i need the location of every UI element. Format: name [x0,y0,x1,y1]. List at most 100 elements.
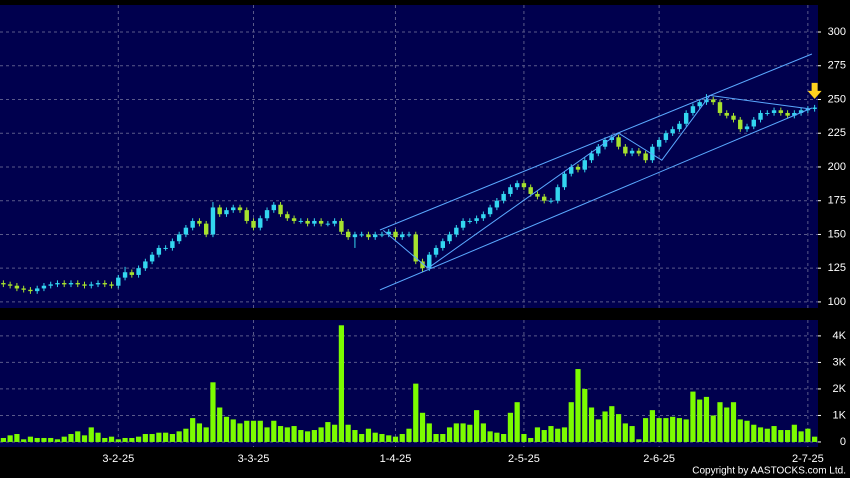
candle-body [792,112,797,116]
volume-bar [61,436,67,442]
volume-bar [0,437,6,442]
volume-bar [210,382,216,442]
volume-bar [643,418,649,442]
candle-body [278,204,283,215]
candle-body [366,234,371,238]
candle-body [190,220,195,228]
volume-bar [81,435,88,442]
candle-body [406,234,412,236]
volume-bar [514,402,520,442]
candle-body [21,288,26,290]
volume-bar [588,407,595,442]
candle-body [1,283,6,285]
volume-bar [460,423,466,442]
volume-bar [683,419,689,442]
candle-body [690,106,696,113]
candle-body [386,231,391,235]
volume-bar [622,423,628,442]
volume-bar [528,437,534,442]
x-tick-label: 2-6-25 [643,453,675,465]
candle-body [514,183,520,188]
volume-bar [670,416,676,442]
candle-body [136,268,141,275]
candle-body [494,200,500,208]
x-tick-label: 2-5-25 [508,453,540,465]
volume-bar [102,437,108,442]
trend-line [379,53,813,231]
volume-bar [142,434,148,442]
candle-body [237,207,243,211]
volume-bar [298,430,304,442]
candle-body [400,234,405,238]
volume-bar [737,419,743,442]
volume-bar [108,436,115,442]
volume-bar [122,437,128,442]
volume-bar [217,407,223,442]
candle-body [413,234,418,262]
candle-body [163,247,168,249]
volume-bar [183,428,189,442]
volume-bar [264,427,270,442]
volume-bar [7,435,13,442]
volume-bar [332,424,338,442]
candle-body [427,254,432,269]
candle-body [298,220,304,222]
volume-bar [446,427,453,442]
candle-body [305,220,310,224]
volume-bar [710,415,716,442]
candle-body [55,283,60,285]
candle-body [332,220,337,224]
candle-body [487,207,493,215]
candle-body [535,193,540,197]
volume-bar [345,424,351,442]
volume-bar [724,407,730,442]
volume-bar [433,434,439,442]
volume-bar [291,426,297,442]
candle-body [129,272,135,275]
volume-bar [568,402,574,442]
candle-body [501,193,506,201]
volume-bar [690,391,696,442]
volume-bar [325,422,331,442]
candle-body [285,214,290,219]
volume-bar [311,430,317,442]
y-tick-label: 175 [828,195,846,207]
volume-bar [676,418,683,442]
x-tick-label: 3-3-25 [238,453,270,465]
volume-bar [149,434,155,442]
volume-bar [730,402,737,442]
x-tick-label: 1-4-25 [380,453,412,465]
candle-body [643,153,648,161]
candle-body [197,220,202,224]
candle-body [596,146,601,154]
volume-bar [744,420,750,442]
volume-bar [372,432,378,442]
volume-bar [649,410,655,442]
volume-bar [75,431,81,442]
y-tick-label: 150 [828,228,846,240]
candle-body [312,220,317,224]
volume-bar [575,369,581,442]
volume-bar [494,432,500,442]
candle-body [271,204,276,211]
volume-bar [812,436,818,442]
volume-bar [663,418,669,442]
candle-body [582,160,587,170]
volume-bar [487,431,493,442]
volume-bar [791,424,797,442]
candle-body [393,231,398,238]
volume-bar [230,419,236,442]
candle-body [339,220,344,232]
candle-body [149,254,155,262]
volume-bar [21,439,27,442]
candle-body [210,207,216,235]
candle-body [156,247,162,255]
y-tick-label: 2K [833,383,847,395]
candle-body [798,110,804,113]
volume-bar [250,420,257,442]
volume-bar [352,430,358,442]
volume-bar [379,434,385,442]
candle-body [143,261,148,269]
candle-body [623,146,628,154]
volume-bar [717,402,723,442]
